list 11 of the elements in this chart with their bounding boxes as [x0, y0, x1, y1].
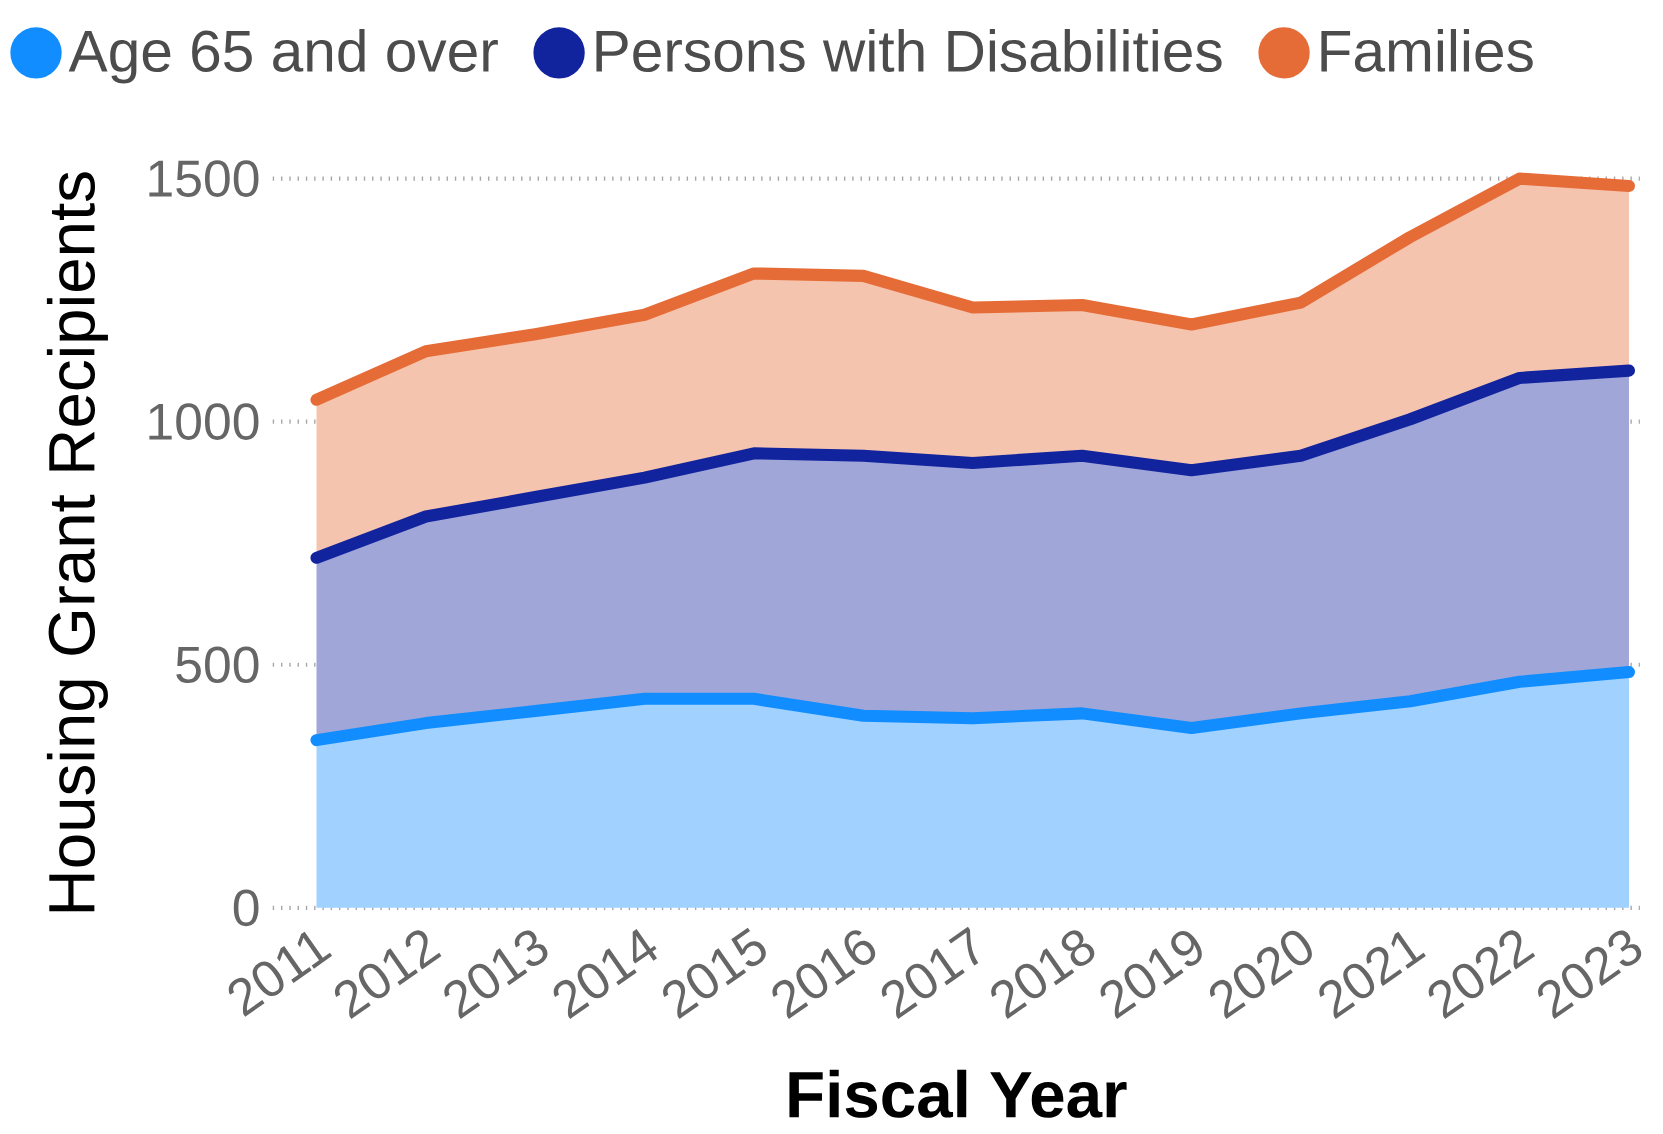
y-tick-label: 1000: [149, 403, 259, 441]
legend-label: Families: [1321, 29, 1533, 73]
legend-label: Age 65 and over: [68, 29, 498, 84]
x-tick-label: 2011: [228, 931, 333, 1017]
y-axis-title: Housing Grant Recipients: [46, 172, 108, 912]
y-tick-label: 0: [233, 889, 259, 927]
x-tick-label: 2021: [1319, 931, 1426, 1020]
y-tick-label: 1500: [149, 160, 259, 198]
legend-label: Persons with Disabilities: [596, 29, 1222, 73]
x-axis-title: Fiscal Year: [789, 1069, 1127, 1119]
y-tick-label: 500: [176, 646, 259, 684]
